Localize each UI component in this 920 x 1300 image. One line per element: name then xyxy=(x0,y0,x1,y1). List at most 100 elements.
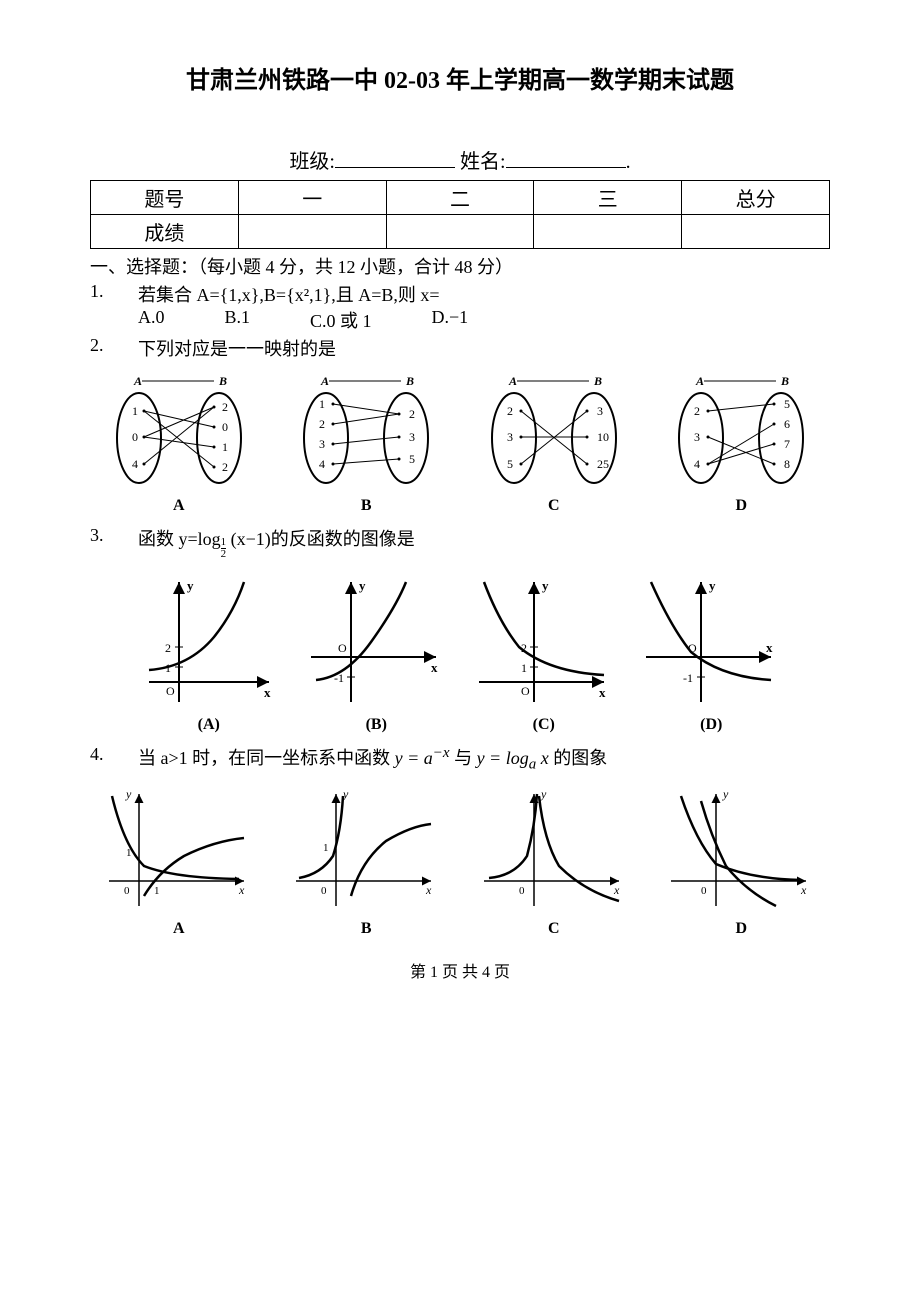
class-blank xyxy=(335,146,455,168)
fig-label: A xyxy=(104,920,254,938)
q-text: 下列对应是一一映射的是 xyxy=(138,335,830,361)
svg-text:y: y xyxy=(359,578,366,593)
svg-text:2: 2 xyxy=(222,400,228,414)
fig-label: (B) xyxy=(306,716,446,734)
svg-text:x: x xyxy=(599,685,606,700)
svg-text:B: B xyxy=(780,374,789,388)
svg-text:B: B xyxy=(405,374,414,388)
graph-4b: 0 1 x y B xyxy=(291,786,441,938)
score-cell xyxy=(238,215,386,249)
option-d: D.−1 xyxy=(432,307,469,333)
fig-label: D xyxy=(666,497,816,515)
graph-c: x y O 1 2 (C) xyxy=(474,572,614,734)
class-label: 班级: xyxy=(289,151,335,173)
svg-text:0: 0 xyxy=(124,885,130,897)
q4-post: 的图象 xyxy=(549,748,608,768)
svg-text:1: 1 xyxy=(323,842,329,854)
svg-text:x: x xyxy=(238,883,245,897)
svg-text:x: x xyxy=(425,883,432,897)
q3-post: (x−1)的反函数的图像是 xyxy=(226,529,415,549)
svg-text:2: 2 xyxy=(222,460,228,474)
graph-4d: 0 x y D xyxy=(666,786,816,938)
svg-text:5: 5 xyxy=(784,397,790,411)
fig-label: A xyxy=(104,497,254,515)
svg-text:3: 3 xyxy=(507,430,513,444)
col-header: 二 xyxy=(386,181,534,215)
svg-text:y: y xyxy=(722,787,729,801)
q4-eq2c: x xyxy=(536,748,549,768)
q4-pre: 当 a>1 时，在同一坐标系中函数 xyxy=(138,748,395,768)
svg-text:3: 3 xyxy=(597,404,603,418)
svg-text:2: 2 xyxy=(319,417,325,431)
svg-text:y: y xyxy=(187,578,194,593)
fig-label: B xyxy=(291,920,441,938)
graph-d: x y O -1 (D) xyxy=(641,572,781,734)
svg-text:A: A xyxy=(508,374,517,388)
score-cell xyxy=(386,215,534,249)
score-cell xyxy=(534,215,682,249)
fig-label: C xyxy=(479,920,629,938)
name-blank xyxy=(506,146,626,168)
q-number: 1. xyxy=(90,281,138,302)
fig-label: (A) xyxy=(139,716,279,734)
mapping-diagram-a: A B 1 0 4 2 0 1 2 A xyxy=(104,373,254,515)
table-row: 题号 一 二 三 总分 xyxy=(91,181,830,215)
option-b: B.1 xyxy=(225,307,251,333)
col-header: 三 xyxy=(534,181,682,215)
col-header: 一 xyxy=(238,181,386,215)
fig-label: (C) xyxy=(474,716,614,734)
svg-text:2: 2 xyxy=(694,404,700,418)
svg-text:1: 1 xyxy=(132,404,138,418)
option-a: A.0 xyxy=(138,307,165,333)
page-title: 甘肃兰州铁路一中 02-03 年上学期高一数学期末试题 xyxy=(90,60,830,95)
svg-text:A: A xyxy=(320,374,329,388)
svg-text:B: B xyxy=(593,374,602,388)
q3-figures: x y O 1 2 (A) x y O -1 (B) x y O 1 2 xyxy=(90,572,830,734)
svg-text:3: 3 xyxy=(409,430,415,444)
col-header: 题号 xyxy=(91,181,239,215)
svg-text:x: x xyxy=(264,685,271,700)
q3-pre: 函数 y=log xyxy=(138,529,221,549)
svg-text:0: 0 xyxy=(132,430,138,444)
section-header: 一、选择题：（每小题 4 分，共 12 小题，合计 48 分） xyxy=(90,253,830,279)
svg-text:4: 4 xyxy=(694,457,700,471)
mapping-diagram-b: A B 1 2 3 4 2 3 5 B xyxy=(291,373,441,515)
fig-label: D xyxy=(666,920,816,938)
svg-text:3: 3 xyxy=(319,437,325,451)
fig-label: B xyxy=(291,497,441,515)
svg-text:0: 0 xyxy=(321,885,327,897)
svg-text:8: 8 xyxy=(784,457,790,471)
score-table: 题号 一 二 三 总分 成绩 xyxy=(90,180,830,249)
q-number: 2. xyxy=(90,335,138,356)
svg-text:y: y xyxy=(542,578,549,593)
svg-text:x: x xyxy=(800,883,807,897)
fig-label: C xyxy=(479,497,629,515)
q-text: 当 a>1 时，在同一坐标系中函数 y = a−x 与 y = loga x 的… xyxy=(138,744,830,774)
page-footer: 第 1 页 共 4 页 xyxy=(90,958,830,982)
svg-text:0: 0 xyxy=(701,885,707,897)
svg-text:3: 3 xyxy=(694,430,700,444)
question-2: 2. 下列对应是一一映射的是 xyxy=(90,335,830,361)
row-label: 成绩 xyxy=(91,215,239,249)
q4-eq2a: y = log xyxy=(477,748,529,768)
graph-4c: 0 x y C xyxy=(479,786,629,938)
mapping-diagram-d: A B 2 3 4 5 6 7 8 D xyxy=(666,373,816,515)
q-text: 若集合 A={1,x},B={x²,1},且 A=B,则 x= xyxy=(138,281,830,307)
table-row: 成绩 xyxy=(91,215,830,249)
q-number: 4. xyxy=(90,744,138,765)
question-4: 4. 当 a>1 时，在同一坐标系中函数 y = a−x 与 y = loga … xyxy=(90,744,830,774)
graph-4a: 0 1 1 x y A xyxy=(104,786,254,938)
svg-text:B: B xyxy=(218,374,227,388)
q1-options: A.0 B.1 C.0 或 1 D.−1 xyxy=(138,307,830,333)
mapping-diagram-c: A B 2 3 5 3 10 25 C xyxy=(479,373,629,515)
svg-text:4: 4 xyxy=(132,457,138,471)
svg-text:25: 25 xyxy=(597,457,609,471)
svg-text:y: y xyxy=(125,787,132,801)
q-number: 3. xyxy=(90,525,138,546)
svg-text:6: 6 xyxy=(784,417,790,431)
svg-text:1: 1 xyxy=(222,440,228,454)
svg-text:O: O xyxy=(521,684,530,698)
svg-text:O: O xyxy=(166,684,175,698)
option-c: C.0 或 1 xyxy=(310,307,372,333)
svg-text:y: y xyxy=(540,787,547,801)
